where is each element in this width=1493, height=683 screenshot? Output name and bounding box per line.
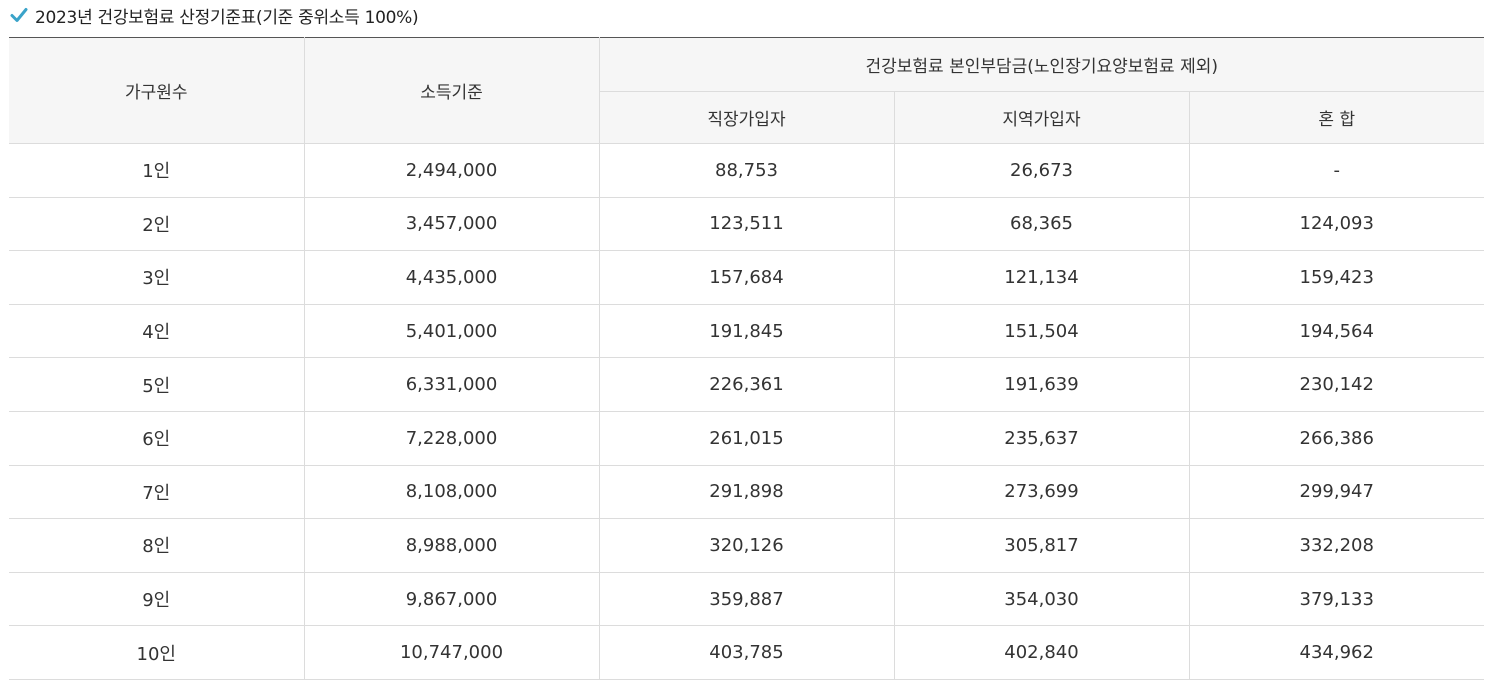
cell-mixed: 266,386 (1188, 411, 1484, 466)
cell-household: 8인 (9, 518, 305, 573)
header-mixed: 혼 합 (1188, 91, 1484, 144)
table-row: 6인 7,228,000 261,015 235,637 266,386 (9, 411, 1484, 466)
cell-income: 10,747,000 (303, 625, 600, 680)
cell-mixed: 434,962 (1188, 625, 1484, 680)
check-icon (10, 8, 28, 22)
cell-workplace: 403,785 (598, 625, 895, 680)
header-income: 소득기준 (303, 37, 600, 144)
cell-workplace: 320,126 (598, 518, 895, 573)
cell-income: 8,108,000 (303, 465, 600, 520)
header-workplace: 직장가입자 (599, 91, 895, 144)
header-premium-group: 건강보험료 본인부담금(노인장기요양보험료 제외) (598, 37, 1484, 92)
table-row: 5인 6,331,000 226,361 191,639 230,142 (9, 357, 1484, 412)
cell-income: 8,988,000 (303, 518, 600, 573)
premium-standard-table: 가구원수 소득기준 건강보험료 본인부담금(노인장기요양보험료 제외) 직장가입… (9, 37, 1484, 680)
cell-regional: 305,817 (893, 518, 1190, 573)
cell-regional: 26,673 (893, 143, 1190, 198)
cell-workplace: 261,015 (598, 411, 895, 466)
table-row: 7인 8,108,000 291,898 273,699 299,947 (9, 465, 1484, 520)
cell-mixed: - (1188, 143, 1484, 198)
cell-regional: 354,030 (893, 572, 1190, 627)
cell-income: 7,228,000 (303, 411, 600, 466)
cell-workplace: 88,753 (598, 143, 895, 198)
cell-income: 9,867,000 (303, 572, 600, 627)
cell-regional: 273,699 (893, 465, 1190, 520)
table-row: 9인 9,867,000 359,887 354,030 379,133 (9, 572, 1484, 627)
cell-income: 4,435,000 (303, 250, 600, 305)
cell-workplace: 191,845 (598, 304, 895, 359)
cell-household: 6인 (9, 411, 305, 466)
table-title: 2023년 건강보험료 산정기준표(기준 중위소득 100%) (35, 7, 419, 28)
cell-regional: 402,840 (893, 625, 1190, 680)
table-body: 1인 2,494,000 88,753 26,673-2인 3,457,000 123,5… (9, 143, 1484, 680)
cell-household: 7인 (9, 465, 305, 520)
table-row: 10인 10,747,000 403,785 402,840 434,962 (9, 625, 1484, 680)
cell-household: 10인 (9, 625, 305, 680)
cell-workplace: 157,684 (598, 250, 895, 305)
table-title-row: 2023년 건강보험료 산정기준표(기준 중위소득 100%) (9, 0, 419, 30)
cell-household: 4인 (9, 304, 305, 359)
cell-workplace: 226,361 (598, 357, 895, 412)
cell-household: 3인 (9, 250, 305, 305)
cell-income: 6,331,000 (303, 357, 600, 412)
table-row: 3인 4,435,000 157,684 121,134 159,423 (9, 250, 1484, 305)
cell-mixed: 299,947 (1188, 465, 1484, 520)
cell-income: 3,457,000 (303, 197, 600, 252)
cell-household: 1인 (9, 143, 305, 198)
cell-household: 5인 (9, 357, 305, 412)
cell-household: 2인 (9, 197, 305, 252)
cell-regional: 191,639 (893, 357, 1190, 412)
cell-mixed: 332,208 (1188, 518, 1484, 573)
cell-mixed: 159,423 (1188, 250, 1484, 305)
header-household: 가구원수 (9, 37, 305, 144)
cell-workplace: 123,511 (598, 197, 895, 252)
cell-mixed: 230,142 (1188, 357, 1484, 412)
cell-workplace: 291,898 (598, 465, 895, 520)
table-row: 1인 2,494,000 88,753 26,673- (9, 143, 1484, 198)
cell-regional: 151,504 (893, 304, 1190, 359)
cell-mixed: 194,564 (1188, 304, 1484, 359)
cell-income: 2,494,000 (303, 143, 600, 198)
table-row: 4인 5,401,000 191,845 151,504 194,564 (9, 304, 1484, 359)
cell-regional: 68,365 (893, 197, 1190, 252)
table-row: 8인 8,988,000 320,126 305,817 332,208 (9, 518, 1484, 573)
cell-regional: 121,134 (893, 250, 1190, 305)
cell-mixed: 379,133 (1188, 572, 1484, 627)
header-regional: 지역가입자 (893, 91, 1190, 144)
cell-household: 9인 (9, 572, 305, 627)
cell-mixed: 124,093 (1188, 197, 1484, 252)
cell-workplace: 359,887 (598, 572, 895, 627)
cell-regional: 235,637 (893, 411, 1190, 466)
table-row: 2인 3,457,000 123,511 68,365 124,093 (9, 197, 1484, 252)
cell-income: 5,401,000 (303, 304, 600, 359)
